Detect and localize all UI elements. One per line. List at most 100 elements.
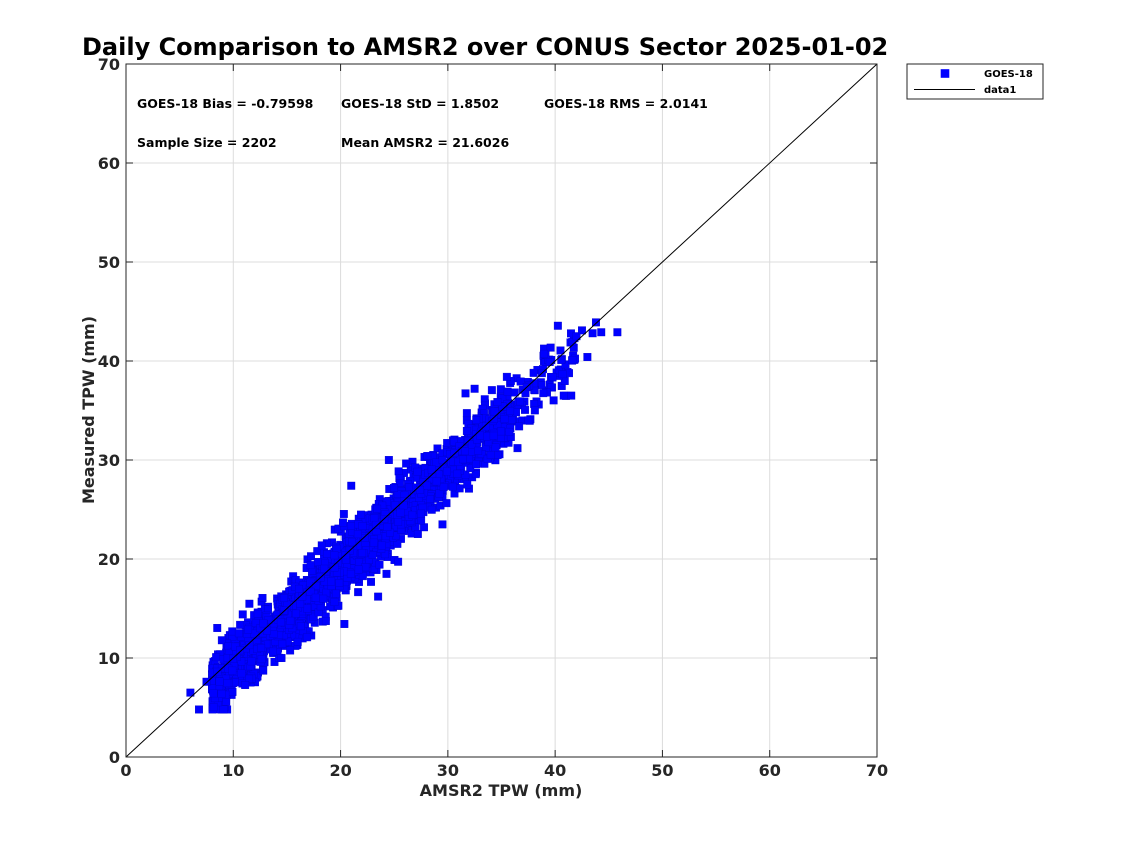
scatter-point <box>453 469 462 478</box>
scatter-point <box>515 422 524 431</box>
scatter-point <box>455 484 464 493</box>
scatter-point <box>432 477 441 486</box>
scatter-point <box>427 505 436 514</box>
scatter-point <box>548 373 557 381</box>
scatter-point <box>489 431 498 440</box>
scatter-point <box>413 467 422 476</box>
scatter-point <box>317 541 326 550</box>
stats-annotations: GOES-18 Bias = -0.79598 GOES-18 StD = 1.… <box>137 96 708 150</box>
scatter-point <box>592 318 600 327</box>
scatter-point <box>459 455 467 464</box>
scatter-point <box>521 405 529 414</box>
scatter-point <box>524 416 533 425</box>
y-tick-label: 10 <box>98 649 120 668</box>
scatter-point <box>358 549 367 557</box>
scatter-point <box>370 514 379 523</box>
scatter-point <box>330 598 339 606</box>
scatter-point <box>481 422 490 431</box>
y-axis-ticks: 0 10 20 30 40 50 60 70 <box>98 55 877 767</box>
scatter-point <box>194 705 203 714</box>
scatter-point <box>250 629 259 638</box>
scatter-point <box>506 377 515 385</box>
scatter-point <box>583 353 592 361</box>
scatter-point <box>213 624 222 632</box>
legend-marker-goes18 <box>940 69 950 78</box>
scatter-point <box>306 587 315 596</box>
scatter-point <box>367 577 375 586</box>
scatter-point <box>348 537 356 546</box>
scatter-point <box>450 449 459 457</box>
scatter-point <box>408 510 417 519</box>
scatter-point <box>202 677 211 686</box>
stat-sample-size: Sample Size = 2202 <box>137 135 277 150</box>
scatter-point <box>572 332 581 341</box>
scatter-point <box>422 481 431 490</box>
reference-line-series <box>125 63 878 758</box>
scatter-point <box>516 397 525 406</box>
scatter-point <box>228 688 237 696</box>
x-tick-label: 50 <box>651 761 673 780</box>
x-tick-label: 60 <box>759 761 781 780</box>
scatter-point <box>450 437 458 446</box>
scatter-point <box>438 520 447 529</box>
scatter-point <box>354 588 363 597</box>
scatter-point <box>311 593 320 602</box>
scatter-point <box>402 459 411 468</box>
y-tick-label: 40 <box>98 352 120 371</box>
scatter-point <box>296 600 305 608</box>
scatter-point <box>346 569 355 578</box>
scatter-point <box>245 599 254 608</box>
scatter-point <box>382 569 391 578</box>
x-axis-label: AMSR2 TPW (mm) <box>420 781 583 800</box>
plot-axes: 0 10 20 30 40 50 60 70 0 10 20 30 40 50 60 70 <box>98 55 888 780</box>
stat-mean-amsr2: Mean AMSR2 = 21.6026 <box>341 135 509 150</box>
x-tick-label: 70 <box>866 761 888 780</box>
one-to-one-line <box>125 63 878 758</box>
scatter-point <box>217 689 226 698</box>
scatter-point <box>263 626 271 635</box>
scatter-point <box>416 486 424 494</box>
scatter-point <box>326 602 335 611</box>
scatter-point <box>307 552 315 561</box>
scatter-point <box>462 427 471 435</box>
scatter-point <box>530 406 539 415</box>
scatter-point <box>463 480 472 489</box>
scatter-point <box>215 677 224 686</box>
scatter-point <box>433 444 442 453</box>
scatter-point <box>435 489 444 498</box>
scatter-point <box>476 431 484 440</box>
y-tick-label: 50 <box>98 253 120 272</box>
scatter-point <box>332 589 340 598</box>
scatter-point <box>513 444 522 453</box>
scatter-point <box>472 416 481 424</box>
scatter-point <box>439 483 448 491</box>
scatter-point <box>390 484 398 492</box>
scatter-point <box>217 636 226 645</box>
scatter-point <box>377 541 386 550</box>
scatter-point <box>320 564 329 573</box>
scatter-point <box>327 577 336 586</box>
x-tick-label: 10 <box>222 761 244 780</box>
scatter-point <box>303 633 312 642</box>
scatter-point <box>470 384 479 393</box>
scatter-point <box>313 558 322 566</box>
scatter-point <box>372 520 380 529</box>
scatter-point <box>394 518 403 526</box>
plot-frame <box>125 63 878 758</box>
y-tick-label: 0 <box>109 748 120 767</box>
scatter-point <box>547 383 556 392</box>
scatter-point <box>493 398 502 406</box>
scatter-point <box>368 551 377 559</box>
scatter-point <box>487 386 496 395</box>
y-tick-label: 20 <box>98 550 120 569</box>
scatter-point <box>306 561 315 570</box>
scatter-point <box>474 446 483 455</box>
scatter-point <box>423 452 432 460</box>
legend-box <box>906 63 1044 100</box>
x-tick-label: 20 <box>329 761 351 780</box>
scatter-point <box>237 669 246 678</box>
scatter-point <box>503 387 512 396</box>
scatter-point <box>286 646 295 655</box>
y-tick-label: 70 <box>98 55 120 74</box>
